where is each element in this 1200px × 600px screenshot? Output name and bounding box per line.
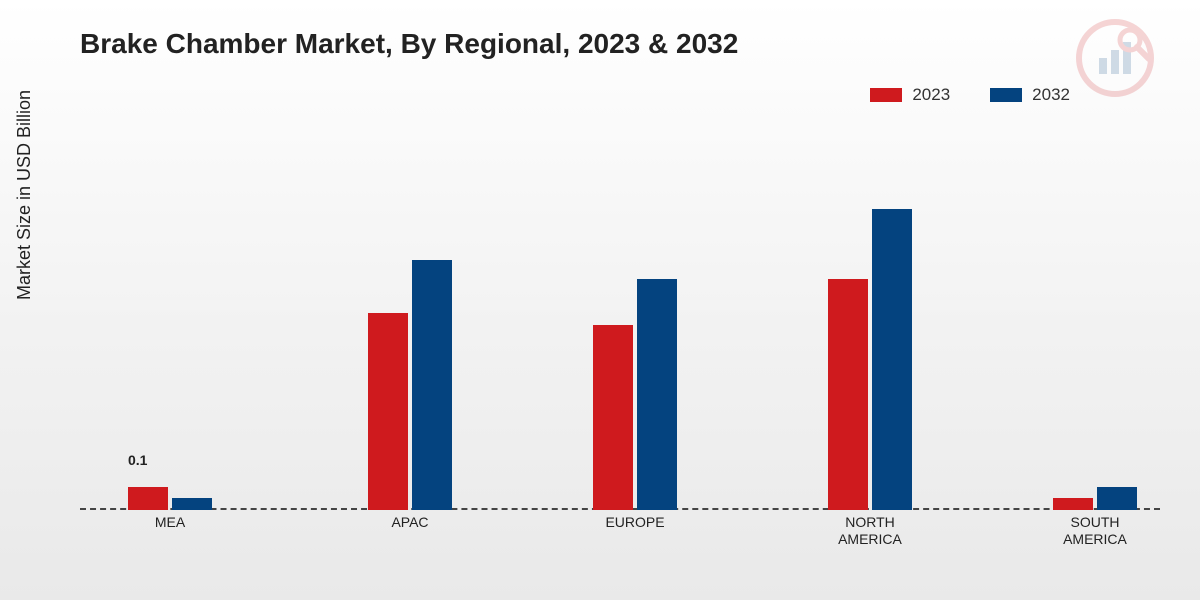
- x-tick-label: SOUTH AMERICA: [1035, 514, 1155, 548]
- bar-series2: [872, 209, 912, 510]
- x-tick-label: APAC: [350, 514, 470, 531]
- x-tick-label: NORTH AMERICA: [810, 514, 930, 548]
- x-tick-label: EUROPE: [575, 514, 695, 531]
- bar-value-label: 0.1: [128, 452, 147, 468]
- bar-series1: [1053, 498, 1093, 510]
- bar-series1: [128, 487, 168, 510]
- bar-series1: [368, 313, 408, 510]
- bar-group: [810, 209, 930, 510]
- plot-area: 0.1: [80, 140, 1160, 510]
- bar-group: [350, 260, 470, 510]
- legend-label-2032: 2032: [1032, 85, 1070, 105]
- legend-item-2023: 2023: [870, 85, 950, 105]
- legend-swatch-2032: [990, 88, 1022, 102]
- legend-swatch-2023: [870, 88, 902, 102]
- x-axis-labels: MEA APAC EUROPE NORTH AMERICA SOUTH AMERICA: [80, 514, 1160, 564]
- bar-series1: [828, 279, 868, 510]
- legend-item-2032: 2032: [990, 85, 1070, 105]
- bar-group: 0.1: [110, 487, 230, 510]
- legend-label-2023: 2023: [912, 85, 950, 105]
- bar-series2: [637, 279, 677, 510]
- bar-group: [575, 279, 695, 510]
- legend: 2023 2032: [870, 85, 1070, 105]
- chart-title: Brake Chamber Market, By Regional, 2023 …: [80, 28, 738, 60]
- x-tick-label: MEA: [110, 514, 230, 531]
- bar-series2: [1097, 487, 1137, 510]
- bar-series2: [412, 260, 452, 510]
- y-axis-label: Market Size in USD Billion: [14, 90, 35, 300]
- bar-group: [1035, 487, 1155, 510]
- bar-series2: [172, 498, 212, 510]
- watermark-logo: [1075, 18, 1155, 103]
- bar-series1: [593, 325, 633, 510]
